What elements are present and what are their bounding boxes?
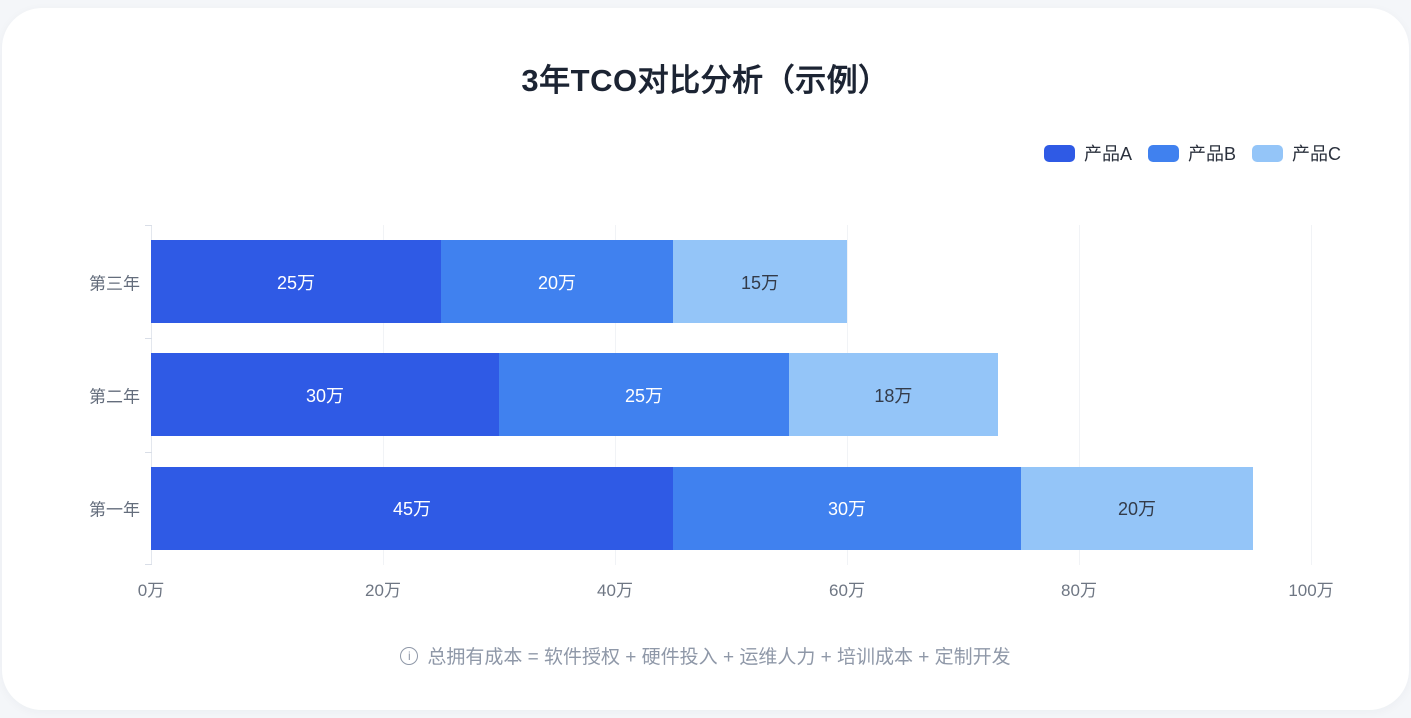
legend-label: 产品B [1187, 144, 1236, 164]
y-axis-tick [145, 451, 152, 453]
y-axis-tick [145, 225, 152, 226]
x-tick-label: 60万 [829, 581, 865, 600]
bar-segment-产品A[interactable]: 45万 [151, 466, 673, 550]
legend-item-产品C[interactable]: 产品C [1252, 140, 1341, 166]
bar-value-label: 18万 [874, 385, 913, 406]
legend-label: 产品A [1083, 144, 1132, 164]
chart-row: 第二年 30万 25万 18万 [89, 338, 1311, 451]
chart-card: 3年TCO对比分析（示例） 产品A 产品B 产品C 第三年 25万 20万 15万第二年 3… [2, 8, 1409, 710]
bar-value-label: 20万 [1117, 499, 1157, 520]
x-tick-label: 0万 [137, 581, 165, 600]
x-tick-label: 20万 [365, 581, 401, 600]
chart-rows: 第三年 25万 20万 15万第二年 30万 25万 18万第一年 45万 30万 20万 [89, 225, 1311, 565]
bar-value-label: 20万 [537, 272, 577, 293]
legend-label: 产品C [1292, 144, 1341, 164]
legend-swatch-icon [1147, 144, 1179, 162]
bar-segment-产品C[interactable]: 15万 [673, 240, 847, 324]
bar-segment-产品B[interactable]: 30万 [673, 466, 1021, 550]
y-axis-tick [145, 564, 152, 565]
chart-area: 第三年 25万 20万 15万第二年 30万 25万 18万第一年 45万 30万 20万 [89, 225, 1312, 565]
chart-row: 第三年 25万 20万 15万 [89, 225, 1311, 338]
grid-line [1311, 225, 1312, 565]
y-axis-tick [145, 338, 152, 340]
bar-segment-产品A[interactable]: 25万 [151, 240, 441, 324]
legend-item-产品B[interactable]: 产品B [1147, 140, 1236, 166]
bar-track: 25万 20万 15万 [151, 240, 1311, 324]
bar-value-label: 45万 [392, 499, 432, 520]
category-label: 第一年 [89, 500, 140, 520]
category-label: 第二年 [89, 387, 140, 407]
category-label: 第三年 [89, 274, 140, 294]
legend-item-产品A[interactable]: 产品A [1043, 140, 1132, 166]
bar-track: 30万 25万 18万 [151, 353, 1311, 437]
footer-note: i 总拥有成本 = 软件授权 + 硬件投入 + 运维人力 + 培训成本 + 定制… [2, 642, 1409, 669]
bar-segment-产品B[interactable]: 20万 [441, 240, 673, 324]
bar-value-label: 30万 [305, 385, 345, 406]
footer-text: 总拥有成本 = 软件授权 + 硬件投入 + 运维人力 + 培训成本 + 定制开发 [427, 647, 1011, 668]
bar-value-label: 25万 [624, 385, 664, 406]
x-tick-label: 80万 [1061, 581, 1097, 600]
bar-segment-产品C[interactable]: 20万 [1021, 466, 1253, 550]
chart-row: 第一年 45万 30万 20万 [89, 452, 1311, 565]
x-axis-labels: 0万 20万 40万 60万 80万 100万 [138, 576, 1334, 600]
bar-value-label: 30万 [827, 499, 867, 520]
x-tick-label: 100万 [1288, 581, 1334, 600]
bar-segment-产品C[interactable]: 18万 [789, 353, 998, 437]
bar-segment-产品B[interactable]: 25万 [499, 353, 789, 437]
bar-value-label: 25万 [276, 272, 316, 293]
x-tick-label: 40万 [597, 581, 633, 600]
info-icon: i [400, 646, 419, 665]
page-title: 3年TCO对比分析（示例） [521, 63, 890, 98]
bar-segment-产品A[interactable]: 30万 [151, 353, 499, 437]
legend-swatch-icon [1043, 144, 1075, 162]
grid-line [1079, 225, 1080, 565]
legend: 产品A 产品B 产品C [1043, 140, 1341, 166]
bar-track: 45万 30万 20万 [151, 466, 1311, 550]
bar-value-label: 15万 [740, 272, 780, 293]
legend-swatch-icon [1252, 144, 1283, 162]
